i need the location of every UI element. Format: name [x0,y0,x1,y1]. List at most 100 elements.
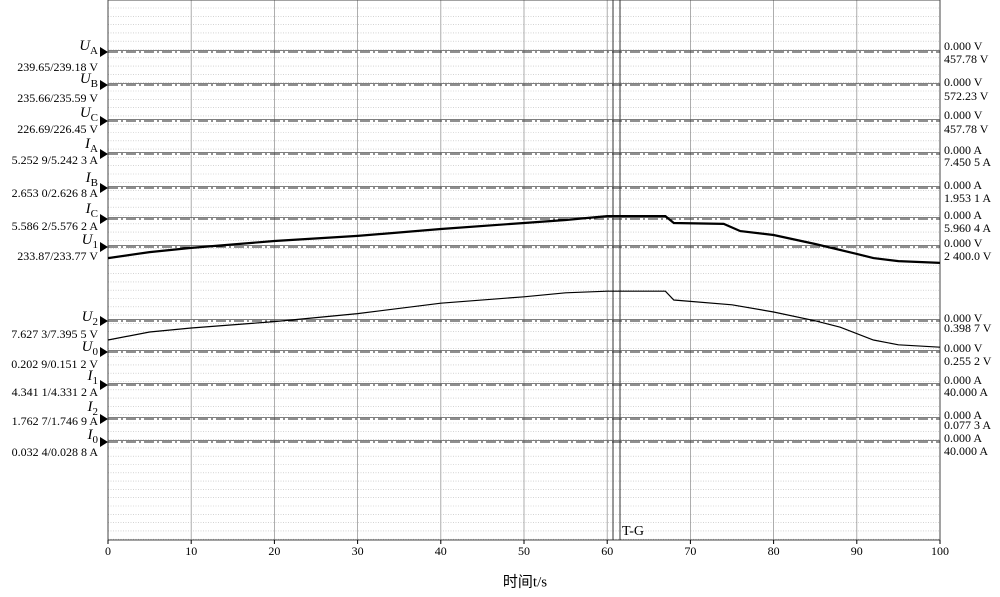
channel-name: I0 [87,427,99,445]
x-tick-label: 60 [601,544,613,558]
channel-subscript: C [91,112,98,124]
channel-readout: 0.032 4/0.028 8 A [12,445,99,459]
channel-name: IC [85,201,98,219]
channel-subscript: 0 [93,434,99,446]
x-tick-label: 50 [518,544,530,558]
channel-marker [100,116,108,126]
channel-subscript: C [91,208,98,220]
channel-marker [100,316,108,326]
channel-marker [100,347,108,357]
channel-name: IA [84,136,98,154]
channel-name: I2 [87,399,99,417]
channel-symbol: U [79,38,91,54]
channel-subscript: A [90,143,98,155]
scale-label: 572.23 V [944,89,989,103]
channel-marker [100,214,108,224]
x-tick-label: 80 [768,544,780,558]
channel-subscript: A [90,45,98,57]
scale-label: 0.398 7 V [944,321,992,335]
zero-label: 0.000 V [944,75,983,89]
x-tick-label: 90 [851,544,863,558]
scale-label: 0.255 2 V [944,354,992,368]
cursor-label: T-G [622,524,644,539]
scale-label: 7.450 5 A [944,155,991,169]
zero-label: 0.000 A [944,408,982,422]
channel-subscript: 1 [93,375,99,387]
channel-readout: 1.762 7/1.746 9 A [12,414,99,428]
x-tick-label: 0 [105,544,111,558]
channel-readout: 5.252 9/5.242 3 A [12,153,99,167]
zero-label: 0.000 A [944,208,982,222]
scale-label: 40.000 A [944,385,988,399]
channel-symbol: I [85,201,92,217]
channel-readout: 233.87/233.77 V [17,249,98,263]
zero-label: 0.000 V [944,341,983,355]
channel-marker [100,380,108,390]
channel-subscript: 0 [93,346,99,358]
channel-name: UC [80,105,98,123]
zero-label: 0.000 V [944,39,983,53]
channel-readout: 235.66/235.59 V [17,91,98,105]
channel-readout: 5.586 2/5.576 2 A [12,219,99,233]
background-lines [107,0,941,540]
scale-label: 0.077 3 A [944,418,991,432]
channel-name: U2 [82,309,98,327]
channel-readout: 4.341 1/4.331 2 A [12,385,99,399]
channel-subscript: 1 [93,239,99,251]
channel-readout: 226.69/226.45 V [17,122,98,136]
channel-symbol: I [87,399,94,415]
x-tick-label: 30 [352,544,364,558]
x-axis-label: 时间t/s [503,573,547,590]
zero-label: 0.000 V [944,236,983,250]
channel-name: IB [85,170,98,188]
channel-subscript: B [91,78,98,90]
channel-symbol: I [87,427,94,443]
scale-label: 2 400.0 V [944,249,992,263]
x-tick-label: 10 [185,544,197,558]
trace-line [107,215,941,264]
channel-symbol: U [80,71,92,87]
x-tick-label: 100 [931,544,949,558]
channel-subscript: 2 [93,406,99,418]
zero-label: 0.000 A [944,143,982,157]
scale-label: 457.78 V [944,52,989,66]
channel-marker [100,183,108,193]
channel-symbol: I [87,368,94,384]
channel-name: U0 [82,339,99,357]
scale-label: 40.000 A [944,444,988,458]
channel-subscript: 2 [93,316,99,328]
zero-label: 0.000 A [944,178,982,192]
channel-marker [100,80,108,90]
channel-symbol: I [85,170,92,186]
channel-marker [100,414,108,424]
channel-symbol: U [80,105,92,121]
channel-name: UA [79,38,98,56]
zero-label: 0.000 A [944,431,982,445]
trace-line [107,290,941,348]
channel-name: I1 [87,368,99,386]
channel-readout: 239.65/239.18 V [17,60,98,74]
x-tick-label: 20 [268,544,280,558]
scale-label: 1.953 1 A [944,191,991,205]
scale-label: 5.960 4 A [944,221,991,235]
channel-symbol: U [82,232,94,248]
channel-subscript: B [91,177,98,189]
x-tick-label: 70 [684,544,696,558]
channel-marker [100,149,108,159]
x-tick-label: 40 [435,544,447,558]
channel-marker [100,242,108,252]
zero-label: 0.000 A [944,373,982,387]
channel-symbol: I [84,136,91,152]
zero-label: 0.000 V [944,108,983,122]
channel-symbol: U [82,339,94,355]
zero-label: 0.000 V [944,311,983,325]
scale-label: 457.78 V [944,122,989,136]
channel-readout: 2.653 0/2.626 8 A [12,186,99,200]
channel-readout: 0.202 9/0.151 2 V [11,357,98,371]
channel-marker [100,437,108,447]
channel-marker [100,47,108,57]
channel-name: U1 [82,232,98,250]
channel-symbol: U [82,309,94,325]
channel-readout: 7.627 3/7.395 5 V [11,327,98,341]
